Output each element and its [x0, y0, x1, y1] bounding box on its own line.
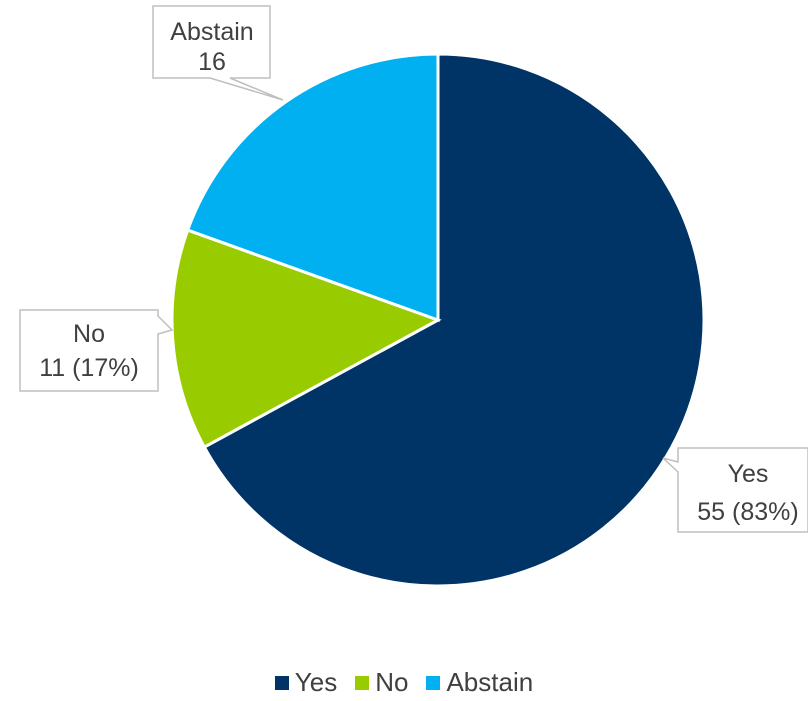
callout-label-no: No	[73, 320, 105, 348]
callout-value-no: 11 (17%)	[39, 354, 139, 382]
callout-label-abstain: Abstain	[170, 18, 253, 46]
callout-box-abstain	[152, 5, 284, 101]
pie-slice-yes	[202, 52, 706, 588]
callout-abstain: Abstain 16	[152, 5, 284, 101]
legend-item-abstain: Abstain	[426, 667, 533, 698]
callout-box-yes	[662, 447, 808, 533]
callout-label-yes: Yes	[728, 460, 769, 488]
callout-box-no	[19, 309, 174, 392]
callout-value-abstain: 16	[198, 48, 226, 76]
slices-group	[170, 52, 706, 588]
legend-label-yes: Yes	[294, 667, 338, 697]
pie-slice-no	[170, 228, 442, 450]
legend-label-abstain: Abstain	[446, 667, 534, 697]
callout-value-yes: 55 (83%)	[697, 498, 798, 526]
legend-item-no: No	[355, 667, 408, 698]
callout-no: No 11 (17%)	[19, 309, 174, 392]
pie-slice-abstain	[185, 52, 440, 323]
legend-swatch-abstain	[426, 675, 441, 690]
legend-swatch-yes	[274, 675, 289, 690]
callout-yes: Yes 55 (83%)	[662, 447, 808, 533]
legend-swatch-no	[355, 675, 370, 690]
legend-item-yes: Yes	[274, 667, 338, 698]
callouts-group: Abstain 16 No 11 (17%) Yes 55 (83%)	[19, 5, 808, 533]
legend-label-no: No	[375, 667, 409, 697]
chart-legend: Yes No Abstain	[0, 667, 808, 698]
